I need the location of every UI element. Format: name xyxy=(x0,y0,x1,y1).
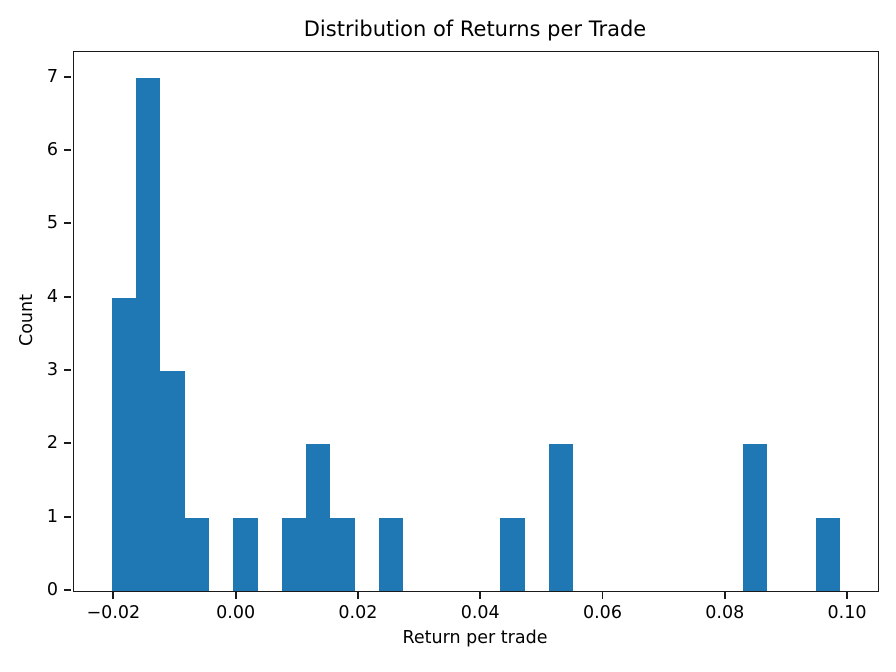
x-tick-mark xyxy=(357,592,359,599)
histogram-bar xyxy=(306,444,331,591)
y-tick-mark xyxy=(64,369,71,371)
histogram-bar xyxy=(233,517,258,591)
histogram-bar xyxy=(111,297,137,591)
x-tick-label: 0.06 xyxy=(582,603,622,623)
x-tick-label: 0.10 xyxy=(827,603,867,623)
x-tick-mark xyxy=(723,592,726,599)
histogram-bar xyxy=(500,517,525,591)
chart-title: Distribution of Returns per Trade xyxy=(303,17,647,41)
y-tick-label: 6 xyxy=(46,140,58,160)
histogram-bar xyxy=(136,77,161,591)
y-tick-mark xyxy=(64,75,71,78)
y-tick-label: 3 xyxy=(46,360,58,380)
x-axis-label: Return per trade xyxy=(402,628,548,648)
x-tick-mark xyxy=(479,592,482,599)
y-tick-label: 5 xyxy=(46,213,58,234)
y-tick-label: 7 xyxy=(46,66,58,87)
x-tick-label: 0.00 xyxy=(216,603,256,623)
histogram-bar xyxy=(160,371,185,591)
histogram-bar xyxy=(815,517,841,591)
y-tick-mark xyxy=(64,149,71,151)
histogram-bar xyxy=(330,517,355,591)
histogram-bar xyxy=(184,517,209,591)
y-tick-mark xyxy=(64,515,71,518)
histogram-bar xyxy=(743,444,768,591)
y-tick-label: 1 xyxy=(46,506,58,527)
y-tick-label: 4 xyxy=(46,286,58,307)
x-tick-label: −0.02 xyxy=(86,603,141,623)
x-tick-mark xyxy=(234,592,237,599)
y-axis-label: Count xyxy=(17,294,37,346)
x-tick-label: 0.02 xyxy=(338,603,378,623)
y-tick-mark xyxy=(64,442,71,445)
x-tick-label: 0.04 xyxy=(460,603,500,623)
histogram-bar xyxy=(548,444,574,591)
y-tick-mark xyxy=(64,589,71,591)
x-tick-mark xyxy=(601,592,604,599)
x-tick-mark xyxy=(112,592,115,599)
y-tick-label: 2 xyxy=(46,433,58,454)
y-tick-mark xyxy=(64,222,71,225)
y-tick-mark xyxy=(64,295,71,298)
x-tick-label: 0.08 xyxy=(705,603,745,623)
y-tick-label: 0 xyxy=(46,580,58,600)
histogram-bar xyxy=(281,517,307,591)
histogram-bar xyxy=(378,517,404,591)
x-tick-mark xyxy=(846,592,848,599)
plot-area xyxy=(73,51,879,592)
